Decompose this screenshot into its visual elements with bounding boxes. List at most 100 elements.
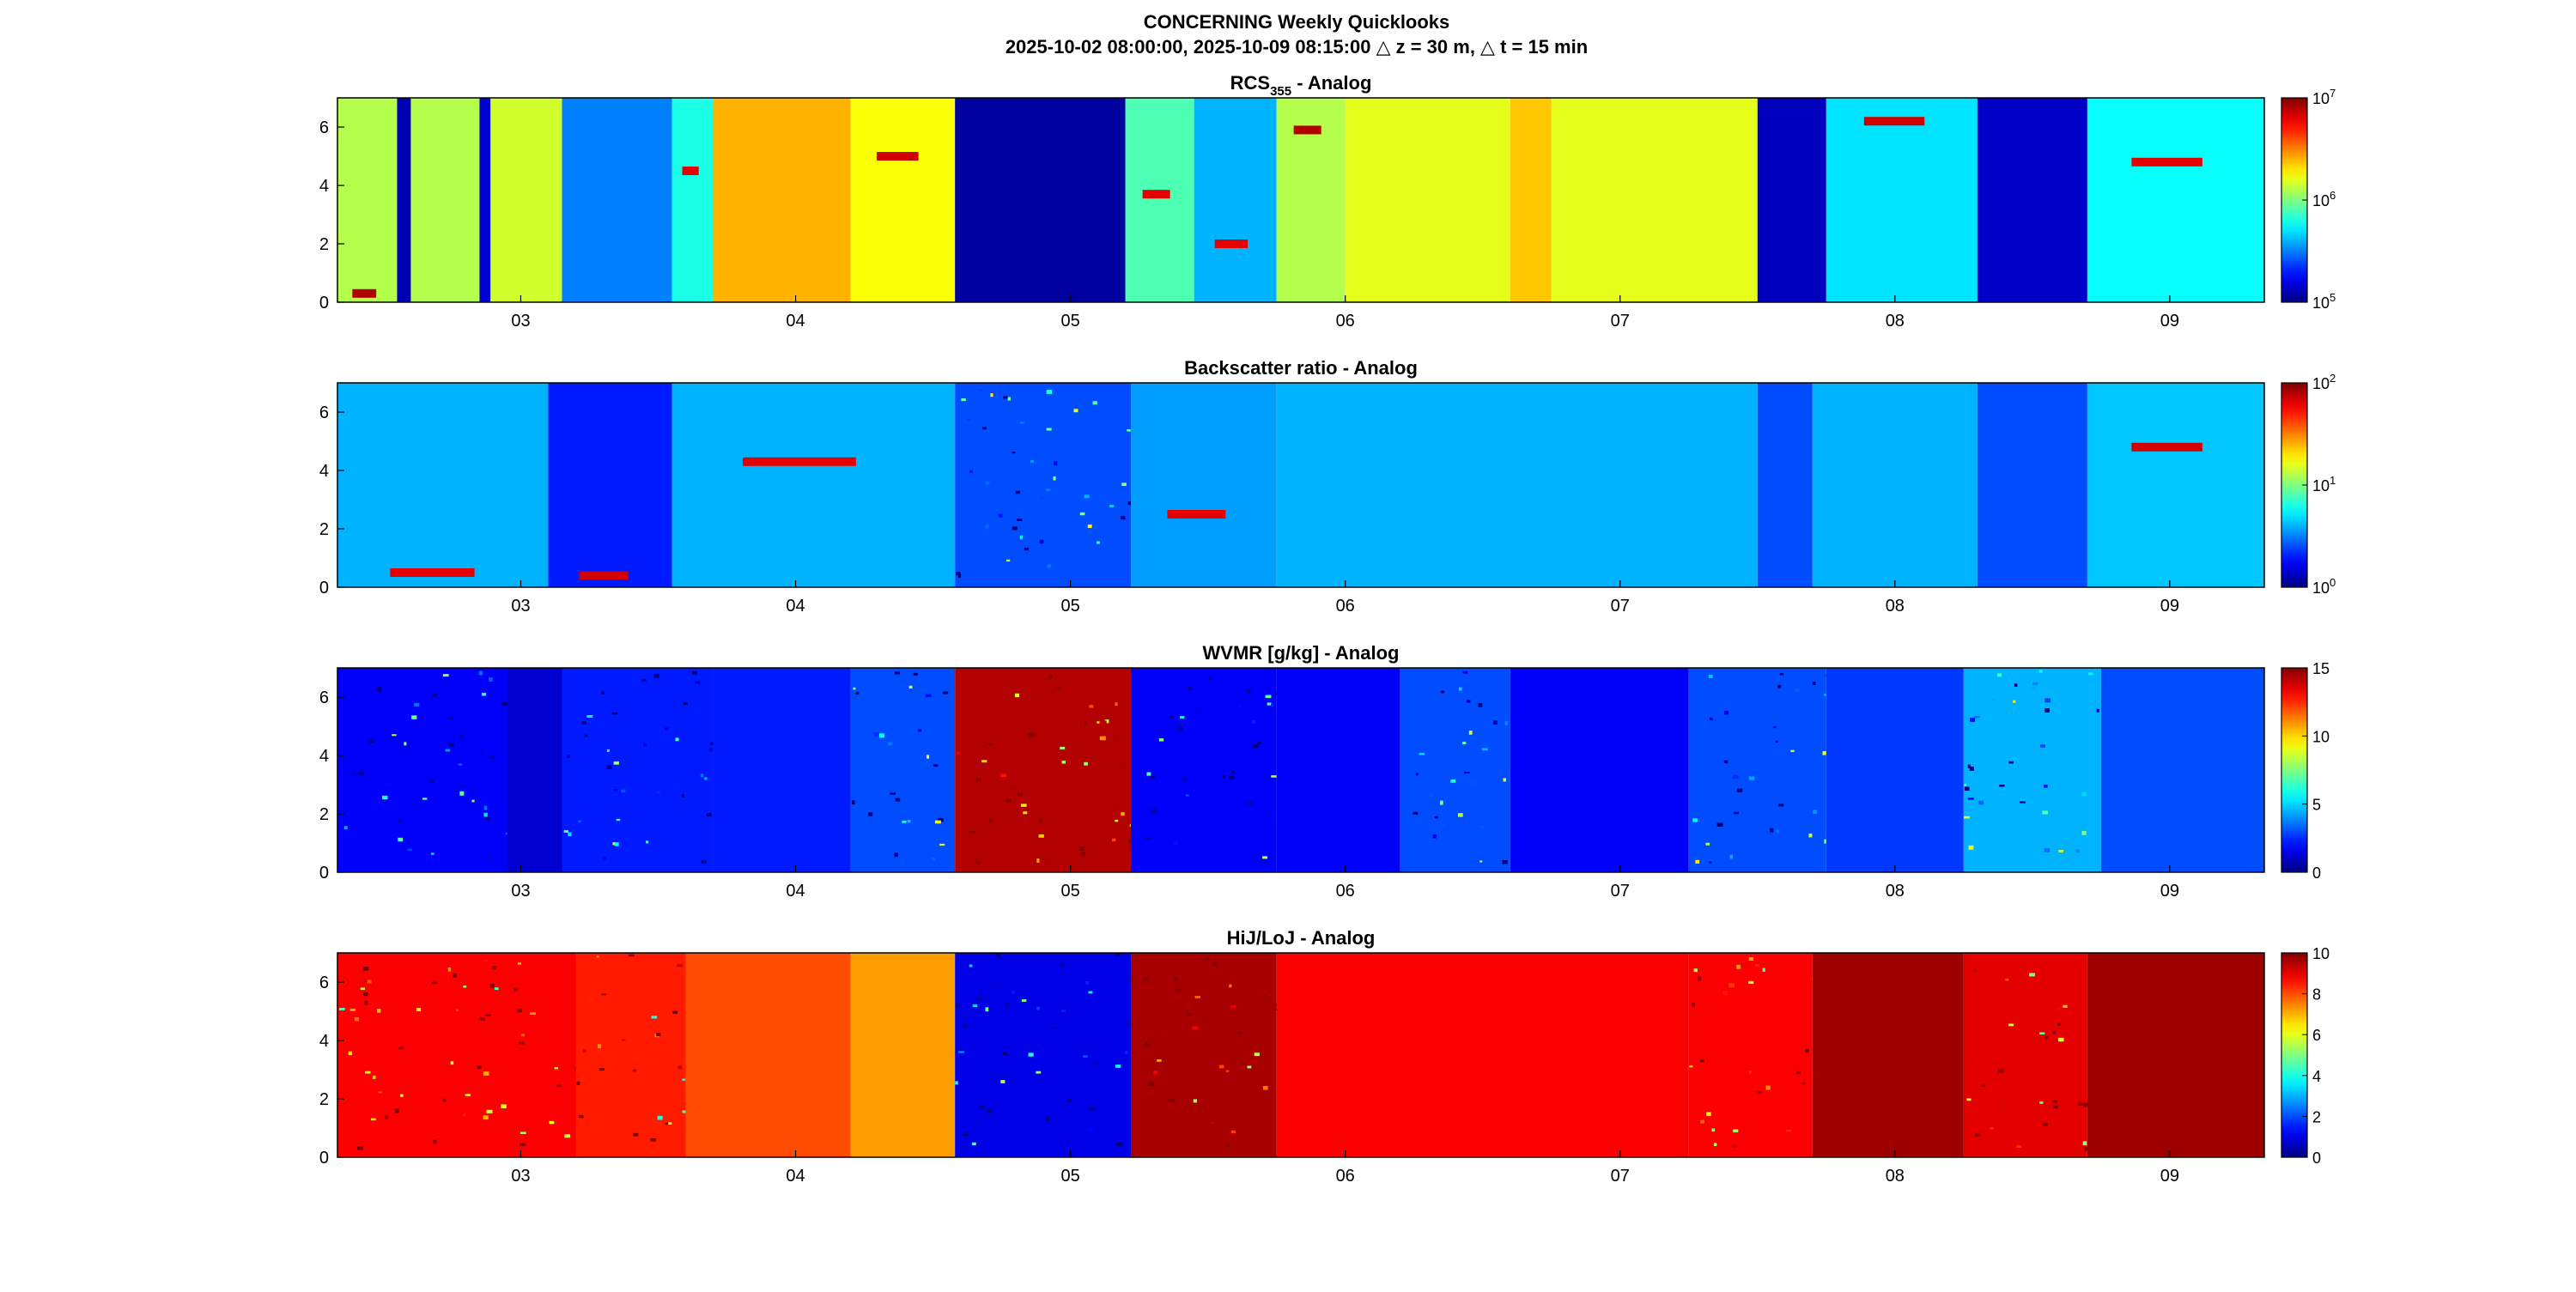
cloud-cell xyxy=(2131,442,2202,452)
noise-cell xyxy=(599,1068,605,1071)
noise-cell xyxy=(2084,1147,2089,1151)
panel-4: HiJ/LoJ - Analog 0 2 4 6 03 04 05 06 07 08 09 10 8 6 4 2… xyxy=(319,927,2330,1186)
noise-cell xyxy=(1121,812,1125,816)
noise-cell xyxy=(1267,702,1272,706)
noise-cell xyxy=(1084,494,1090,499)
heatmap-segment xyxy=(2087,383,2264,587)
x-tick-label: 03 xyxy=(511,312,530,331)
heatmap-segment xyxy=(955,953,1132,1157)
noise-cell xyxy=(1060,1009,1066,1013)
noise-cell xyxy=(1969,766,1974,771)
noise-cell xyxy=(1143,977,1148,982)
noise-cell xyxy=(1073,409,1078,413)
noise-cell xyxy=(1776,829,1780,834)
y-tick-label: 6 xyxy=(319,974,329,992)
noise-cell xyxy=(1200,983,1205,986)
noise-cell xyxy=(1772,725,1777,729)
noise-cell xyxy=(1812,681,1816,686)
noise-cell xyxy=(2032,682,2038,686)
noise-cell xyxy=(683,701,688,706)
noise-cell xyxy=(458,763,463,766)
noise-cell xyxy=(422,798,428,800)
noise-cell xyxy=(1492,720,1498,725)
colorbar-tick-label: 0 xyxy=(2312,1149,2321,1167)
noise-cell xyxy=(1457,813,1463,817)
noise-cell xyxy=(1790,749,1795,753)
noise-cell xyxy=(1265,1026,1269,1030)
noise-cell xyxy=(1014,693,1020,698)
heatmap-cells xyxy=(337,383,2264,587)
x-tick-label: 09 xyxy=(2160,1167,2179,1186)
x-tick-label: 07 xyxy=(1611,597,1630,616)
y-tick-label: 0 xyxy=(319,294,329,312)
heatmap-segment xyxy=(2100,668,2264,872)
noise-cell xyxy=(668,1122,672,1125)
noise-cell xyxy=(955,1081,958,1085)
noise-cell xyxy=(1012,526,1018,531)
noise-cell xyxy=(982,427,987,430)
noise-cell xyxy=(1019,422,1024,424)
noise-cell xyxy=(851,800,855,805)
y-tick-label: 4 xyxy=(319,462,329,481)
noise-cell xyxy=(1252,720,1256,724)
noise-cell xyxy=(1188,686,1192,690)
noise-cell xyxy=(682,794,685,798)
noise-cell xyxy=(1779,673,1784,676)
noise-cell xyxy=(622,1039,626,1041)
plot-frame xyxy=(337,667,2265,873)
noise-cell xyxy=(888,742,893,746)
noise-cell xyxy=(1990,698,1996,701)
noise-cell xyxy=(1441,824,1446,827)
x-tick-label: 04 xyxy=(786,882,805,901)
noise-cell xyxy=(1998,1069,2004,1073)
noise-cell xyxy=(2096,708,2099,713)
noise-cell xyxy=(1273,1008,1279,1011)
noise-cell xyxy=(440,731,444,735)
noise-cell xyxy=(368,739,374,743)
noise-cell xyxy=(2044,785,2048,788)
noise-cell xyxy=(2008,761,2014,764)
noise-cell xyxy=(442,1098,447,1102)
noise-cell xyxy=(1174,976,1179,981)
noise-cell xyxy=(489,677,493,682)
noise-cell xyxy=(1711,1128,1716,1132)
noise-cell xyxy=(969,964,973,967)
noise-cell xyxy=(701,860,707,864)
y-tick-label: 0 xyxy=(319,579,329,597)
figure-title: CONCERNING Weekly Quicklooks xyxy=(1144,11,1450,33)
noise-cell xyxy=(483,1115,489,1120)
noise-cell xyxy=(554,1067,558,1070)
noise-cell xyxy=(985,525,989,529)
noise-cell xyxy=(1089,705,1094,708)
noise-cell xyxy=(1459,687,1462,691)
noise-cell xyxy=(1039,539,1044,544)
heatmap-segment xyxy=(1125,98,1194,302)
noise-cell xyxy=(990,393,993,397)
noise-cell xyxy=(596,955,599,958)
noise-cell xyxy=(1471,780,1477,786)
noise-cell xyxy=(1413,811,1419,815)
noise-cell xyxy=(907,820,911,823)
x-tick-label: 04 xyxy=(786,597,805,616)
x-tick-label: 08 xyxy=(1886,1167,1905,1186)
noise-cell xyxy=(483,960,489,962)
noise-cell xyxy=(1974,715,1980,719)
plot-frame xyxy=(337,97,2265,303)
heatmap-segment xyxy=(1688,953,1813,1157)
noise-cell xyxy=(1786,1130,1792,1132)
noise-cell xyxy=(956,571,961,576)
panel-1: RCS355 - Analog 0 2 4 6 03 04 05 06 07 08 09 107 106 1… xyxy=(319,72,2336,331)
noise-cell xyxy=(1002,1052,1008,1056)
noise-cell xyxy=(1262,856,1267,859)
noise-cell xyxy=(494,987,499,991)
noise-cell xyxy=(1087,524,1092,529)
x-tick-label: 07 xyxy=(1611,882,1630,901)
noise-cell xyxy=(981,760,987,763)
noise-cell xyxy=(613,761,619,765)
x-tick-label: 08 xyxy=(1886,597,1905,616)
heatmap-segment xyxy=(671,383,956,587)
heatmap-segment xyxy=(548,383,672,587)
noise-cell xyxy=(1036,1071,1042,1074)
